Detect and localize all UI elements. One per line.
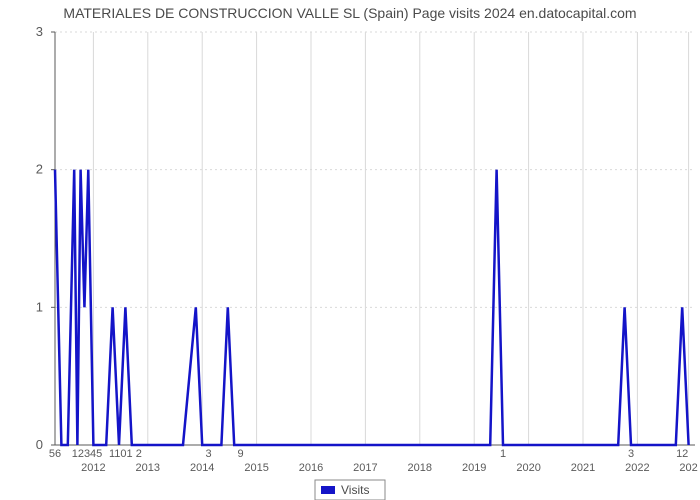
x-point-label: 56 bbox=[49, 448, 61, 460]
x-point-label: 3 bbox=[206, 448, 212, 460]
x-year-label: 2021 bbox=[571, 462, 595, 474]
x-point-label: 1101 2 bbox=[109, 448, 142, 460]
x-year-label: 2022 bbox=[625, 462, 649, 474]
x-year-label: 2014 bbox=[190, 462, 214, 474]
x-year-label: 2017 bbox=[353, 462, 377, 474]
x-point-label: 1 bbox=[500, 448, 506, 460]
x-year-label: 2016 bbox=[299, 462, 323, 474]
y-tick-label: 3 bbox=[36, 24, 43, 39]
x-year-label: 2013 bbox=[136, 462, 160, 474]
y-tick-label: 0 bbox=[36, 437, 43, 452]
y-tick-label: 1 bbox=[36, 299, 43, 314]
x-point-label: 12 bbox=[676, 448, 688, 460]
visits-chart: MATERIALES DE CONSTRUCCION VALLE SL (Spa… bbox=[0, 0, 700, 500]
x-year-label: 2012 bbox=[81, 462, 105, 474]
x-year-label: 2020 bbox=[516, 462, 540, 474]
x-year-label: 2019 bbox=[462, 462, 486, 474]
x-year-label: 2018 bbox=[408, 462, 432, 474]
x-year-label: 2015 bbox=[244, 462, 268, 474]
x-year-label: 202 bbox=[679, 462, 697, 474]
chart-title: MATERIALES DE CONSTRUCCION VALLE SL (Spa… bbox=[63, 5, 636, 21]
legend-swatch bbox=[321, 486, 335, 494]
y-tick-label: 2 bbox=[36, 162, 43, 177]
legend-label: Visits bbox=[341, 483, 369, 497]
x-point-label: 3 bbox=[628, 448, 634, 460]
x-point-label: 9 bbox=[238, 448, 244, 460]
x-point-label: 12345 bbox=[72, 448, 103, 460]
